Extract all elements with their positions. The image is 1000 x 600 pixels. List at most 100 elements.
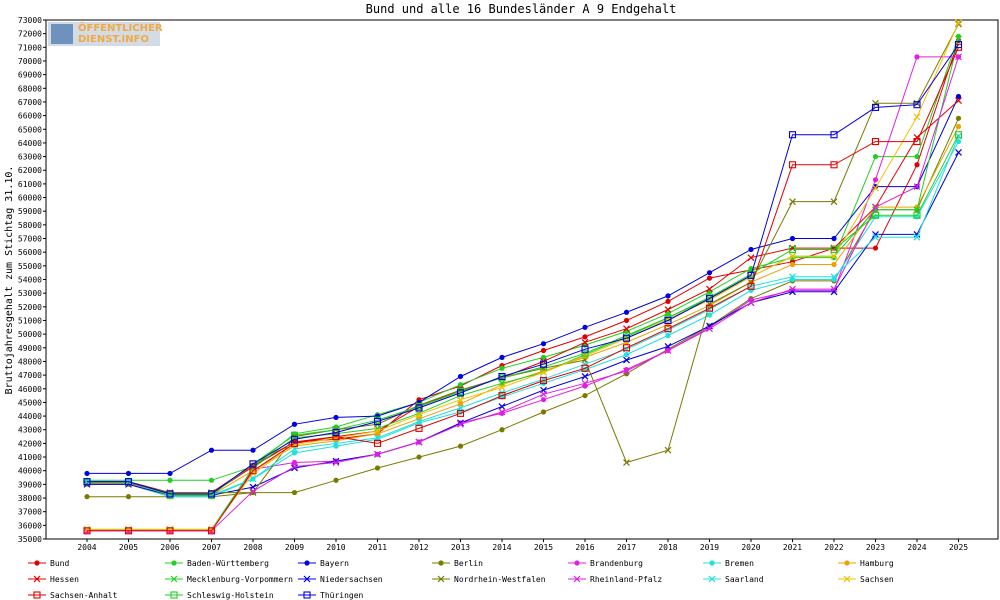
legend-label: Bayern — [320, 559, 349, 568]
y-tick-label: 63000 — [18, 153, 42, 162]
data-point — [581, 349, 589, 357]
data-point — [831, 276, 837, 283]
data-point — [623, 356, 630, 364]
data-point — [499, 354, 505, 360]
data-point — [374, 427, 381, 435]
data-point — [581, 345, 589, 353]
data-point — [84, 470, 90, 477]
data-point — [914, 54, 920, 60]
y-tick-label: 43000 — [18, 426, 42, 435]
data-point — [871, 211, 880, 219]
data-point — [623, 317, 630, 324]
data-point — [914, 162, 920, 168]
data-point — [830, 285, 838, 293]
data-point — [830, 198, 838, 206]
y-tick-label: 49000 — [18, 344, 42, 353]
x-tick-label: 2019 — [700, 543, 719, 552]
data-point — [540, 390, 547, 398]
y-tick-label: 37000 — [18, 508, 42, 517]
data-point — [125, 470, 132, 477]
data-point — [167, 470, 173, 477]
y-tick-label: 48000 — [18, 357, 42, 366]
data-point — [540, 409, 547, 415]
data-point — [83, 527, 91, 535]
data-point — [872, 184, 879, 192]
legend-label: Nordrhein-Westfalen — [454, 575, 546, 584]
data-point — [540, 354, 547, 360]
data-point — [789, 261, 796, 268]
data-point — [499, 365, 505, 371]
data-point — [539, 360, 548, 368]
data-point — [290, 435, 299, 443]
legend-label: Niedersachsen — [320, 575, 383, 584]
data-point — [540, 347, 547, 354]
x-tick-label: 2025 — [949, 543, 968, 552]
legend-label: Brandenburg — [590, 559, 643, 568]
data-point — [830, 131, 838, 139]
data-point — [373, 439, 382, 447]
legend-marker — [171, 560, 177, 566]
y-tick-label: 39000 — [18, 480, 42, 489]
data-point — [208, 447, 215, 453]
data-point — [498, 372, 506, 381]
data-point — [665, 332, 671, 339]
data-point — [789, 235, 796, 242]
data-point — [747, 254, 755, 262]
data-point — [291, 450, 298, 456]
data-point — [830, 161, 838, 169]
data-point — [955, 19, 962, 27]
data-point — [871, 138, 880, 146]
x-tick-label: 2016 — [575, 543, 594, 552]
data-point — [125, 494, 132, 500]
data-point — [705, 295, 714, 303]
x-tick-label: 2022 — [824, 543, 843, 552]
data-point — [498, 403, 506, 410]
x-tick-label: 2014 — [492, 543, 511, 552]
data-point — [706, 270, 713, 276]
data-point — [913, 211, 921, 219]
data-point — [789, 252, 796, 260]
y-tick-label: 41000 — [18, 453, 42, 462]
data-point — [332, 428, 340, 437]
legend-label: Berlin — [454, 559, 483, 568]
data-point — [457, 420, 464, 428]
series-line — [87, 134, 959, 496]
data-point — [166, 490, 174, 498]
data-point — [333, 414, 339, 421]
data-point — [955, 149, 962, 156]
legend-marker — [843, 575, 851, 583]
data-point — [415, 438, 423, 446]
data-point — [664, 347, 672, 354]
data-point — [83, 478, 91, 486]
data-point — [872, 233, 879, 241]
legend-marker — [709, 560, 715, 566]
data-point — [291, 459, 298, 466]
legend-label: Baden-Württemberg — [187, 559, 269, 568]
legend-label: Hessen — [50, 575, 79, 584]
legend-marker — [170, 575, 178, 583]
data-point — [457, 373, 464, 380]
x-tick-label: 2015 — [534, 543, 553, 552]
series-line — [87, 22, 959, 530]
legend-label: Sachsen-Anhalt — [50, 591, 118, 600]
x-tick-label: 2007 — [202, 543, 221, 552]
x-tick-label: 2004 — [77, 543, 96, 552]
data-point — [499, 427, 505, 433]
site-logo: ÖFFENTLICHER DIENST.INFO — [48, 22, 163, 46]
data-point — [831, 261, 837, 268]
legend-marker — [844, 560, 850, 566]
legend-marker — [303, 575, 311, 583]
series-line — [87, 100, 959, 495]
y-tick-label: 52000 — [18, 303, 42, 312]
legend-label: Schleswig-Holstein — [187, 591, 274, 600]
data-point — [623, 459, 630, 466]
data-point — [955, 123, 962, 130]
x-tick-label: 2021 — [783, 543, 802, 552]
y-tick-label: 46000 — [18, 385, 42, 394]
y-tick-label: 56000 — [18, 248, 42, 257]
y-tick-label: 55000 — [18, 262, 42, 271]
data-point — [706, 285, 713, 293]
data-point — [622, 334, 631, 342]
data-point — [332, 433, 340, 441]
